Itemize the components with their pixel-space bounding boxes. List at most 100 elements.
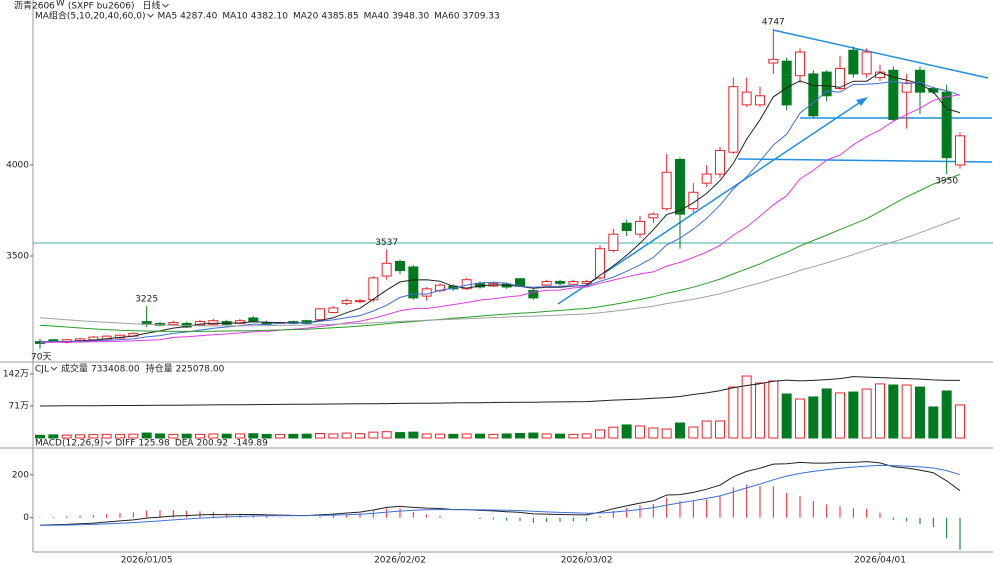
x-tick-label: 2026/01/05 — [121, 556, 173, 564]
candle-body — [741, 91, 752, 106]
volume-bar — [141, 432, 152, 439]
volume-bar — [768, 380, 779, 439]
volume-bar — [448, 433, 459, 439]
instrument-title: 沥青2606 — [14, 0, 55, 12]
volume-bar — [355, 433, 365, 439]
candle-body — [528, 290, 539, 299]
candle-body — [355, 300, 365, 303]
volume-bar — [675, 422, 685, 439]
open-interest-line — [39, 376, 960, 407]
volume-bar — [301, 433, 312, 439]
legend-name: 持仓量 — [146, 363, 173, 375]
volume-bar — [928, 406, 939, 439]
candle-body — [248, 317, 259, 323]
volume-bar — [128, 433, 139, 439]
volume-bar — [75, 434, 85, 439]
candle-body — [635, 220, 645, 235]
trend-line — [737, 158, 993, 163]
trend-arrow — [557, 100, 863, 305]
ma-line — [39, 217, 961, 327]
x-tick-label: 2026/04/01 — [854, 556, 906, 564]
volume-bar — [728, 386, 739, 439]
low-label: 3950 — [935, 177, 958, 187]
volume-bar — [195, 433, 205, 439]
legend-value: -149.89 — [233, 439, 268, 449]
x-tick-label: 2026/02/02 — [374, 556, 426, 564]
volume-bar — [35, 434, 45, 439]
macd-line — [39, 461, 961, 526]
candle-body — [901, 82, 912, 93]
volume-bar — [701, 420, 712, 439]
volume-bar — [608, 426, 619, 439]
volume-bar — [168, 433, 179, 439]
candle-body — [608, 233, 619, 252]
volume-bar — [888, 384, 899, 439]
trend-line — [772, 29, 989, 79]
indicator-title: CJL — [35, 365, 49, 375]
candle-body — [568, 281, 579, 285]
y-tick-label: 71万 — [9, 402, 29, 412]
dropdown-icon — [147, 13, 154, 18]
legend-name: MA10 — [222, 12, 248, 22]
candle-body — [408, 266, 419, 299]
candle-body — [328, 307, 339, 313]
x-tick-label: 2026/03/02 — [561, 556, 613, 564]
volume-bar — [488, 433, 499, 439]
volume-bar — [88, 434, 99, 439]
candle-body — [848, 49, 859, 75]
candle-body — [808, 73, 819, 117]
title-marker: W — [56, 0, 65, 9]
dropdown-icon — [162, 3, 169, 8]
candle-body — [675, 159, 685, 215]
volume-bar — [501, 433, 512, 439]
volume-bar — [48, 434, 59, 439]
volume-bar — [341, 432, 352, 439]
volume-bar — [848, 391, 859, 439]
volume-bar — [741, 375, 752, 439]
candle-body — [381, 262, 392, 277]
legend-value: 125.98 — [138, 439, 170, 449]
volume-bar — [835, 392, 845, 439]
y-tick-label: 3500 — [6, 252, 29, 262]
volume-bar — [248, 433, 259, 439]
legend-name: MA40 — [364, 12, 390, 22]
volume-bar — [715, 420, 725, 439]
volume-bar — [781, 393, 792, 439]
high-label: 4747 — [762, 17, 785, 27]
legend-value: 733408.00 — [91, 365, 140, 375]
legend-value: 200.92 — [197, 439, 229, 449]
volume-bar — [288, 433, 299, 439]
candle-body — [941, 91, 952, 159]
volume-bar — [435, 433, 445, 439]
volume-bar — [635, 425, 645, 439]
volume-bar — [648, 427, 659, 439]
volume-bar — [915, 386, 925, 439]
volume-bar — [101, 433, 112, 439]
legend-value: 4287.40 — [180, 12, 217, 22]
legend-value: 3948.30 — [392, 12, 429, 22]
indicator-label: MA组合(5,10,20,40,60,0) — [35, 10, 146, 22]
legend-value: 225078.00 — [176, 365, 225, 375]
plot-layer: 4000 3500 沥青2606 W (SXPF bu2606) 日线MA组合(5,10,… — [3, 0, 965, 564]
legend-value: 3709.33 — [463, 12, 500, 22]
volume-bar — [621, 424, 632, 439]
arrow-head — [856, 97, 868, 106]
candle-body — [781, 60, 792, 106]
y-tick-label: 200 — [12, 470, 29, 480]
candle-body — [515, 278, 525, 287]
ma-line — [39, 173, 961, 332]
volume-bar — [515, 432, 525, 439]
candle-body — [861, 51, 872, 75]
dropdown-icon — [105, 440, 112, 445]
volume-bar — [395, 432, 405, 439]
legend-name: DIFF — [115, 439, 135, 449]
volume-bar — [595, 429, 605, 439]
volume-bar — [208, 433, 219, 439]
candle-body — [208, 320, 219, 325]
candle-body — [595, 248, 605, 279]
ma-line — [39, 94, 961, 343]
candle-body — [555, 281, 565, 284]
volume-bar — [541, 433, 552, 439]
candle-body — [795, 51, 805, 77]
indicator-title: MACD(12,26,9) — [35, 439, 103, 449]
